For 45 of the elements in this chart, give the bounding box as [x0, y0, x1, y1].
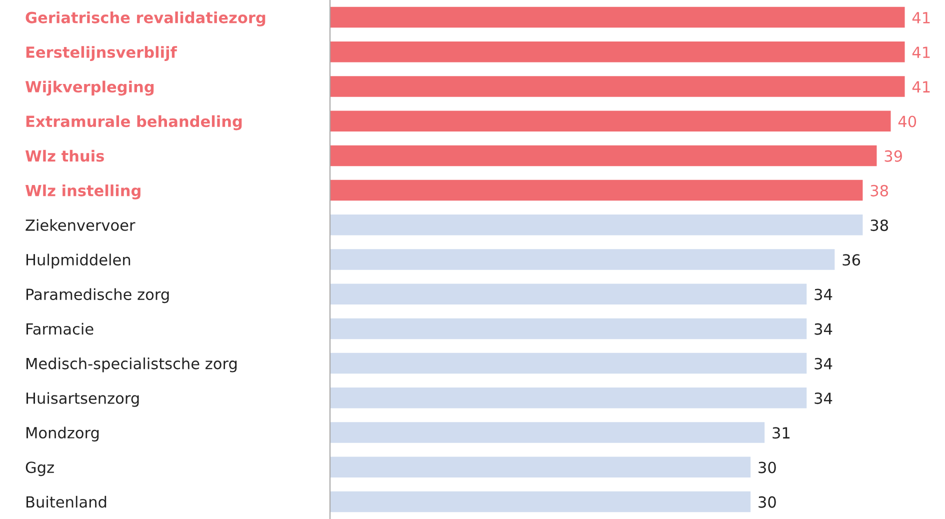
- bar: [330, 388, 807, 408]
- data-label: 41: [912, 46, 930, 58]
- bar: [330, 180, 863, 201]
- bar: [330, 214, 863, 236]
- y-tick-label: Wlz instelling: [25, 184, 140, 200]
- y-tick-label: Ziekenvervoer: [26, 219, 136, 231]
- data-label: 38: [870, 220, 888, 232]
- data-label: 34: [814, 288, 832, 300]
- y-tick-label: Wlz thuis: [25, 150, 104, 162]
- bar: [330, 249, 835, 270]
- bar: [330, 352, 807, 374]
- y-tick-label: Huisartsenzorg: [26, 392, 139, 407]
- y-tick-label: Farmacie: [26, 322, 94, 335]
- y-tick-label: Buitenland: [26, 496, 106, 508]
- data-label: 34: [814, 323, 832, 335]
- y-tick-label: Paramedische zorg: [26, 288, 169, 304]
- y-tick-label: Mondzorg: [26, 426, 99, 442]
- data-label: 41: [912, 81, 930, 92]
- data-label: 34: [814, 392, 832, 404]
- data-label: 34: [814, 358, 832, 370]
- data-label: 30: [758, 496, 776, 508]
- y-tick-label: Ggz: [26, 462, 54, 476]
- bar: [330, 456, 751, 478]
- bar: [330, 318, 807, 340]
- bar: [330, 42, 905, 62]
- data-label: 40: [898, 116, 916, 128]
- bar: [330, 284, 807, 304]
- bar: [330, 145, 877, 166]
- data-label: 41: [912, 12, 930, 24]
- bar: [330, 76, 905, 97]
- data-label: 39: [884, 150, 902, 162]
- y-tick-label: Wijkverpleging: [25, 80, 154, 96]
- y-tick-label: Hulpmiddelen: [26, 254, 130, 268]
- data-label: 30: [758, 462, 776, 474]
- data-label: 31: [772, 427, 790, 439]
- y-tick-label: Medisch-specialistsche zorg: [26, 357, 237, 372]
- bar: [330, 110, 891, 132]
- bar: [330, 491, 751, 512]
- y-tick-label: Eerstelijnsverblijf: [26, 46, 178, 61]
- data-label: 38: [870, 184, 888, 196]
- data-label: 36: [842, 254, 860, 266]
- y-tick-label: Extramurale behandeling: [26, 115, 242, 130]
- bar: [330, 6, 905, 28]
- y-tick-label: Geriatrische revalidatiezorg: [26, 11, 266, 26]
- bar: [330, 422, 765, 443]
